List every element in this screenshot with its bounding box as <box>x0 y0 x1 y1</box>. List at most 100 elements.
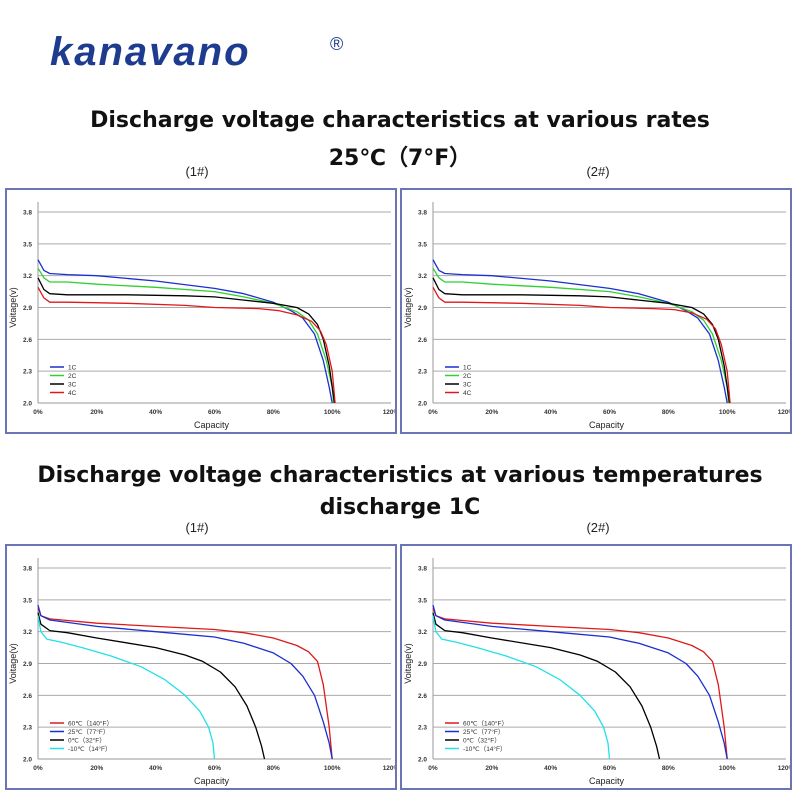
legend-label: -10℃（14°F） <box>463 745 507 753</box>
y-axis-label: Voitage(v) <box>403 287 413 328</box>
y-tick-label: 2.6 <box>23 693 32 700</box>
y-tick-label: 3.5 <box>23 597 32 604</box>
x-tick-label: 100% <box>324 765 341 772</box>
chart-rate-2: 2.0 2.3 2.6 2.9 3.2 3.5 3.8 0% 20% 40% 60% 80% 100% 1… <box>400 188 792 434</box>
chart-label: (1#) <box>185 520 209 535</box>
x-tick-label: 40% <box>544 409 557 416</box>
series-line <box>37 608 333 760</box>
legend-label: 2C <box>463 373 472 380</box>
y-tick-label: 2.9 <box>418 305 427 312</box>
y-tick-label: 2.3 <box>23 725 32 732</box>
y-axis-label: Voitage(v) <box>403 643 413 684</box>
series-line <box>432 612 661 760</box>
x-tick-label: 20% <box>485 409 498 416</box>
legend-label: 4C <box>68 390 77 397</box>
section1-subtitle: 25℃（7°F） <box>328 146 472 171</box>
series-line <box>432 604 728 760</box>
legend-label: 1C <box>463 365 472 372</box>
registered-mark: ® <box>330 34 344 54</box>
series-line <box>432 277 731 404</box>
y-tick-label: 2.0 <box>418 401 427 408</box>
y-tick-label: 2.3 <box>418 369 427 376</box>
legend-label: -10℃（14°F） <box>68 745 112 753</box>
y-tick-label: 3.5 <box>418 241 427 248</box>
x-tick-label: 80% <box>662 765 675 772</box>
section2-subtitle: discharge 1C <box>319 495 481 520</box>
x-axis-label: Capacity <box>589 420 625 430</box>
chart-label: (2#) <box>586 520 610 535</box>
series-line <box>432 259 728 404</box>
legend-label: 3C <box>68 382 77 389</box>
legend-label: 60℃（140°F） <box>463 720 508 728</box>
legend-label: 1C <box>68 365 77 372</box>
chart-label: (1#) <box>185 164 209 179</box>
y-tick-label: 2.6 <box>23 337 32 344</box>
y-tick-label: 2.0 <box>23 401 32 408</box>
y-tick-label: 2.3 <box>23 369 32 376</box>
y-tick-label: 2.6 <box>418 337 427 344</box>
legend-label: 4C <box>463 390 472 397</box>
x-tick-label: 100% <box>719 409 736 416</box>
series-line <box>37 277 336 404</box>
legend-label: 25℃（77°F） <box>463 728 504 736</box>
y-tick-label: 2.9 <box>23 661 32 668</box>
x-tick-label: 80% <box>267 409 280 416</box>
x-tick-label: 120% <box>778 765 790 772</box>
chart-temp-2: 2.0 2.3 2.6 2.9 3.2 3.5 3.8 0% 20% 40% 60% 80% 100% 1… <box>400 544 792 790</box>
x-tick-label: 20% <box>90 409 103 416</box>
x-tick-label: 20% <box>485 765 498 772</box>
x-tick-label: 100% <box>719 765 736 772</box>
legend-label: 0℃（32°F） <box>68 737 106 745</box>
series-line <box>37 612 266 760</box>
x-axis-label: Capacity <box>589 776 625 786</box>
x-tick-label: 80% <box>662 409 675 416</box>
y-tick-label: 3.8 <box>418 566 427 573</box>
x-tick-label: 20% <box>90 765 103 772</box>
x-tick-label: 80% <box>267 765 280 772</box>
x-tick-label: 0% <box>428 409 438 416</box>
x-tick-label: 0% <box>33 765 43 772</box>
x-tick-label: 60% <box>603 765 616 772</box>
x-tick-label: 120% <box>778 409 790 416</box>
x-tick-label: 40% <box>149 765 162 772</box>
y-tick-label: 2.3 <box>418 725 427 732</box>
series-line <box>37 259 333 404</box>
x-tick-label: 40% <box>149 409 162 416</box>
y-tick-label: 3.2 <box>23 629 32 636</box>
x-tick-label: 60% <box>208 765 221 772</box>
x-tick-label: 60% <box>603 409 616 416</box>
series-line <box>432 608 728 760</box>
y-tick-label: 3.8 <box>23 210 32 217</box>
x-tick-label: 60% <box>208 409 221 416</box>
x-tick-label: 0% <box>428 765 438 772</box>
section1-title: Discharge voltage characteristics at var… <box>90 108 710 133</box>
legend-label: 3C <box>463 382 472 389</box>
legend-label: 25℃（77°F） <box>68 728 109 736</box>
y-tick-label: 3.5 <box>418 597 427 604</box>
y-axis-label: Voitage(v) <box>8 287 18 328</box>
x-axis-label: Capacity <box>194 420 230 430</box>
y-tick-label: 3.2 <box>418 273 427 280</box>
y-tick-label: 2.0 <box>418 757 427 764</box>
x-axis-label: Capacity <box>194 776 230 786</box>
x-tick-label: 40% <box>544 765 557 772</box>
series-line <box>432 286 731 404</box>
x-tick-label: 120% <box>383 409 395 416</box>
series-line <box>37 615 216 760</box>
y-tick-label: 2.0 <box>23 757 32 764</box>
y-tick-label: 3.2 <box>23 273 32 280</box>
series-line <box>37 604 333 760</box>
legend-label: 2C <box>68 373 77 380</box>
y-tick-label: 2.9 <box>418 661 427 668</box>
legend-label: 60℃（140°F） <box>68 720 113 728</box>
x-tick-label: 100% <box>324 409 341 416</box>
brand-logo: kanavano <box>50 30 251 74</box>
series-line <box>37 286 336 404</box>
x-tick-label: 120% <box>383 765 395 772</box>
chart-temp-1: 2.0 2.3 2.6 2.9 3.2 3.5 3.8 0% 20% 40% 60% 80% 100% 1… <box>5 544 397 790</box>
y-axis-label: Voitage(v) <box>8 643 18 684</box>
series-line <box>37 267 335 404</box>
y-tick-label: 3.2 <box>418 629 427 636</box>
section2-title: Discharge voltage characteristics at var… <box>37 463 763 488</box>
y-tick-label: 2.6 <box>418 693 427 700</box>
